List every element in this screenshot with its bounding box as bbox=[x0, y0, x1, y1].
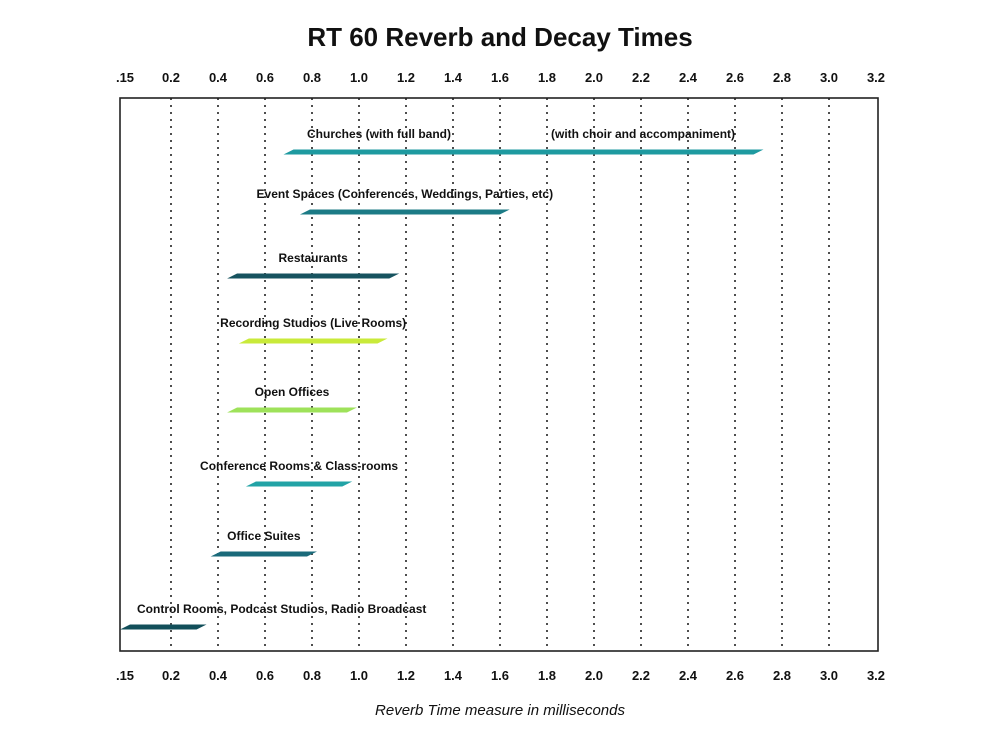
x-tick-label-bottom: 2.4 bbox=[679, 668, 698, 683]
bottom-tick-labels: .15 0.2 0.4 0.6 0.8 1.0 1.2 1.4 1.6 1.8 2.0 2.2 2.4 2… bbox=[116, 668, 885, 683]
x-tick-label-bottom: 1.6 bbox=[491, 668, 509, 683]
range-bar bbox=[210, 551, 317, 557]
x-tick-label-bottom: 1.8 bbox=[538, 668, 556, 683]
x-tick-label-top: 2.6 bbox=[726, 70, 744, 85]
bar-extra-label: (with choir and accompaniment) bbox=[551, 127, 735, 141]
bar-label: Control Rooms, Podcast Studios, Radio Br… bbox=[137, 602, 426, 616]
x-tick-label-bottom: 0.6 bbox=[256, 668, 274, 683]
x-tick-label-top: 1.0 bbox=[350, 70, 368, 85]
range-bar bbox=[238, 338, 388, 344]
x-tick-label-bottom: 0.2 bbox=[162, 668, 180, 683]
x-tick-label-bottom: .15 bbox=[116, 668, 134, 683]
bar-label: Open Offices bbox=[255, 385, 330, 399]
x-tick-label-bottom: 1.4 bbox=[444, 668, 463, 683]
x-tick-label-top: 2.0 bbox=[585, 70, 603, 85]
x-tick-label-bottom: 2.6 bbox=[726, 668, 744, 683]
gridlines bbox=[170, 98, 830, 651]
x-tick-label-top: 3.2 bbox=[867, 70, 885, 85]
x-tick-label-top: .15 bbox=[116, 70, 134, 85]
range-bar bbox=[245, 481, 353, 487]
x-tick-label-top: 0.4 bbox=[209, 70, 228, 85]
x-tick-label-top: 3.0 bbox=[820, 70, 838, 85]
x-tick-label-bottom: 3.0 bbox=[820, 668, 838, 683]
range-bar bbox=[120, 624, 207, 630]
range-bar bbox=[283, 149, 764, 155]
x-tick-label-top: 0.8 bbox=[303, 70, 321, 85]
bar-label: Conference Rooms & Class-rooms bbox=[200, 459, 398, 473]
bar-label: Event Spaces (Conferences, Weddings, Par… bbox=[257, 187, 554, 201]
x-tick-label-bottom: 0.4 bbox=[209, 668, 228, 683]
x-tick-label-top: 2.8 bbox=[773, 70, 791, 85]
x-axis-label: Reverb Time measure in milliseconds bbox=[375, 702, 625, 719]
range-bar bbox=[227, 273, 400, 279]
x-tick-label-top: 1.6 bbox=[491, 70, 509, 85]
x-tick-label-top: 2.4 bbox=[679, 70, 698, 85]
x-tick-label-bottom: 1.0 bbox=[350, 668, 368, 683]
bar-label: Restaurants bbox=[278, 251, 348, 265]
plot-frame bbox=[119, 97, 879, 652]
x-tick-label-top: 1.4 bbox=[444, 70, 463, 85]
top-tick-labels: .15 0.2 0.4 0.6 0.8 1.0 1.2 1.4 1.6 1.8 2.0 2.2 2.4 2… bbox=[116, 70, 885, 85]
bar-label: Recording Studios (Live Rooms) bbox=[220, 316, 406, 330]
x-tick-label-bottom: 0.8 bbox=[303, 668, 321, 683]
x-tick-label-top: 1.2 bbox=[397, 70, 415, 85]
x-tick-label-top: 1.8 bbox=[538, 70, 556, 85]
range-bar bbox=[299, 209, 510, 215]
x-tick-label-top: 0.6 bbox=[256, 70, 274, 85]
x-tick-label-top: 0.2 bbox=[162, 70, 180, 85]
x-tick-label-bottom: 2.8 bbox=[773, 668, 791, 683]
x-tick-label-bottom: 2.2 bbox=[632, 668, 650, 683]
x-tick-label-bottom: 3.2 bbox=[867, 668, 885, 683]
x-tick-label-top: 2.2 bbox=[632, 70, 650, 85]
bar-label: Office Suites bbox=[227, 529, 301, 543]
bar-label: Churches (with full band) bbox=[307, 127, 451, 141]
x-tick-label-bottom: 1.2 bbox=[397, 668, 415, 683]
range-bar bbox=[227, 407, 357, 413]
x-tick-label-bottom: 2.0 bbox=[585, 668, 603, 683]
chart-title: RT 60 Reverb and Decay Times bbox=[307, 22, 692, 52]
range-bars: Churches (with full band) (with choir and… bbox=[120, 127, 764, 630]
